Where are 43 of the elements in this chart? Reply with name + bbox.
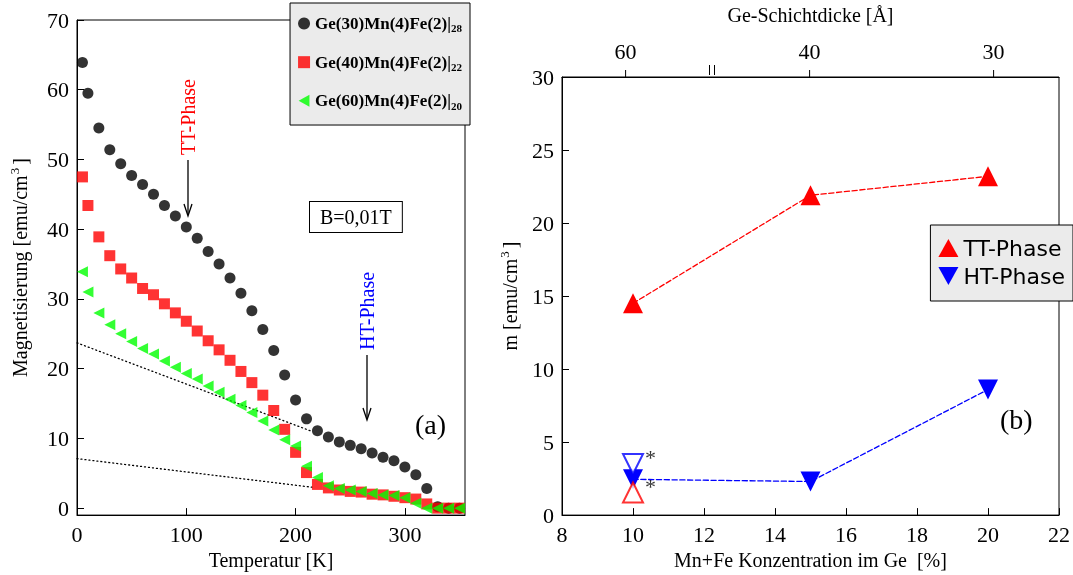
- x-tick-label: 18: [906, 521, 928, 547]
- y-tick-label: 5: [543, 429, 554, 455]
- y-tick-label: 50: [47, 146, 69, 172]
- y-tick-label: 30: [532, 64, 554, 90]
- y-axis-title: Magnetisierung [emu/cm3]: [7, 158, 32, 377]
- y-tick-label: 15: [532, 283, 554, 309]
- y-tick-label: 60: [47, 77, 69, 103]
- y-tick-label: 25: [532, 137, 554, 163]
- y-tick-label: 30: [47, 286, 69, 312]
- y-tick-label: 40: [47, 216, 69, 242]
- x-tick-label: 16: [835, 521, 857, 547]
- annotation: B=0,01T: [320, 206, 392, 228]
- text: 60: [614, 38, 637, 64]
- data-label: *: [645, 445, 656, 471]
- x-tick-label: 22: [1048, 521, 1070, 547]
- y-tick-label: 20: [47, 356, 69, 382]
- x-tick-label: 12: [693, 521, 715, 547]
- y-tick-label: 0: [543, 502, 554, 528]
- x2-axis-title: Ge-Schichtdicke [Å]: [727, 4, 894, 26]
- text: 30: [982, 38, 1005, 64]
- x-axis-title: Mn+Fe Konzentration im Ge [%]: [674, 549, 947, 571]
- x-tick-label: 20: [977, 521, 999, 547]
- legend-label: TT-Phase: [962, 235, 1062, 261]
- data-label: *: [645, 473, 656, 499]
- x-axis-title: Temperatur [K]: [208, 549, 334, 572]
- text: 40: [798, 38, 821, 64]
- annotation: HT-Phase: [356, 271, 378, 350]
- legend-label: HT-Phase: [963, 263, 1065, 289]
- x-tick-label: 100: [169, 521, 203, 547]
- y-tick-label: 20: [532, 210, 554, 236]
- y-tick-label: 10: [47, 425, 69, 451]
- y-tick-label: 70: [47, 7, 69, 33]
- x-tick-label: 10: [622, 521, 644, 547]
- y-axis-title: m [emu/cm3]: [497, 241, 521, 351]
- x-tick-label: 14: [764, 521, 786, 547]
- x-tick-label: 200: [279, 521, 313, 547]
- x-tick-label: 8: [556, 521, 568, 547]
- y-tick-label: 0: [58, 495, 69, 521]
- annotation: (a): [415, 408, 447, 440]
- y-tick-label: 10: [532, 356, 554, 382]
- annotation: TT-Phase: [177, 78, 199, 155]
- x-tick-label: 300: [388, 521, 422, 547]
- annotation: (b): [1000, 403, 1033, 435]
